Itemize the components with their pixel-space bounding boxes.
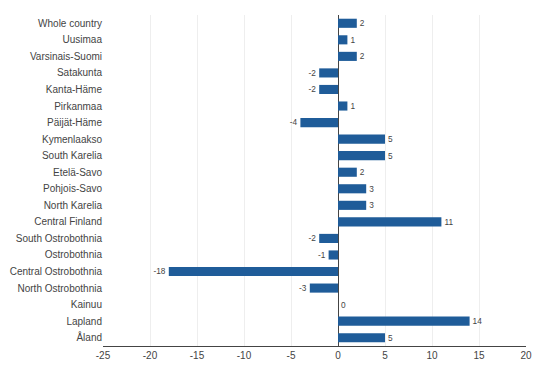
svg-text:3: 3 xyxy=(369,201,374,210)
svg-text:-4: -4 xyxy=(290,118,298,127)
svg-text:Central Ostrobothnia: Central Ostrobothnia xyxy=(10,266,103,277)
svg-text:20: 20 xyxy=(520,350,532,361)
svg-text:11: 11 xyxy=(444,218,453,227)
svg-text:Ostrobothnia: Ostrobothnia xyxy=(45,249,103,260)
svg-text:Whole country: Whole country xyxy=(38,18,102,29)
svg-text:Lapland: Lapland xyxy=(66,316,102,327)
svg-text:-20: -20 xyxy=(143,350,158,361)
svg-text:-18: -18 xyxy=(153,267,165,276)
svg-text:2: 2 xyxy=(360,19,365,28)
svg-text:Pirkanmaa: Pirkanmaa xyxy=(54,101,102,112)
svg-text:14: 14 xyxy=(473,317,483,326)
svg-text:-15: -15 xyxy=(190,350,205,361)
svg-text:Varsinais-Suomi: Varsinais-Suomi xyxy=(30,51,102,62)
svg-text:-2: -2 xyxy=(308,85,316,94)
svg-text:Kymenlaakso: Kymenlaakso xyxy=(42,134,102,145)
svg-text:2: 2 xyxy=(360,168,365,177)
svg-text:South Karelia: South Karelia xyxy=(42,150,102,161)
svg-text:5: 5 xyxy=(388,152,393,161)
svg-text:-2: -2 xyxy=(308,234,316,243)
svg-text:Uusimaa: Uusimaa xyxy=(63,34,103,45)
svg-text:North Karelia: North Karelia xyxy=(44,200,103,211)
svg-text:Satakunta: Satakunta xyxy=(57,67,102,78)
svg-text:0: 0 xyxy=(335,350,341,361)
svg-text:10: 10 xyxy=(426,350,438,361)
svg-text:-2: -2 xyxy=(308,69,316,78)
svg-text:5: 5 xyxy=(382,350,388,361)
svg-text:Pohjois-Savo: Pohjois-Savo xyxy=(43,183,102,194)
svg-text:Åland: Åland xyxy=(76,331,102,343)
svg-text:15: 15 xyxy=(473,350,485,361)
svg-text:1: 1 xyxy=(350,102,355,111)
svg-text:South Ostrobothnia: South Ostrobothnia xyxy=(16,233,103,244)
svg-text:-5: -5 xyxy=(287,350,296,361)
svg-text:3: 3 xyxy=(369,185,374,194)
svg-text:-25: -25 xyxy=(96,350,111,361)
svg-text:Päijät-Häme: Päijät-Häme xyxy=(47,117,102,128)
svg-text:0: 0 xyxy=(341,301,346,310)
svg-text:-1: -1 xyxy=(318,251,326,260)
svg-text:5: 5 xyxy=(388,135,393,144)
svg-text:Kanta-Häme: Kanta-Häme xyxy=(46,84,103,95)
svg-text:Central Finland: Central Finland xyxy=(34,216,102,227)
svg-text:-3: -3 xyxy=(299,284,307,293)
svg-text:5: 5 xyxy=(388,334,393,343)
svg-text:Etelä-Savo: Etelä-Savo xyxy=(53,167,102,178)
svg-text:-10: -10 xyxy=(237,350,252,361)
svg-text:Kainuu: Kainuu xyxy=(71,299,102,310)
svg-text:2: 2 xyxy=(360,52,365,61)
svg-text:North Ostrobothnia: North Ostrobothnia xyxy=(18,283,103,294)
svg-text:1: 1 xyxy=(350,36,355,45)
